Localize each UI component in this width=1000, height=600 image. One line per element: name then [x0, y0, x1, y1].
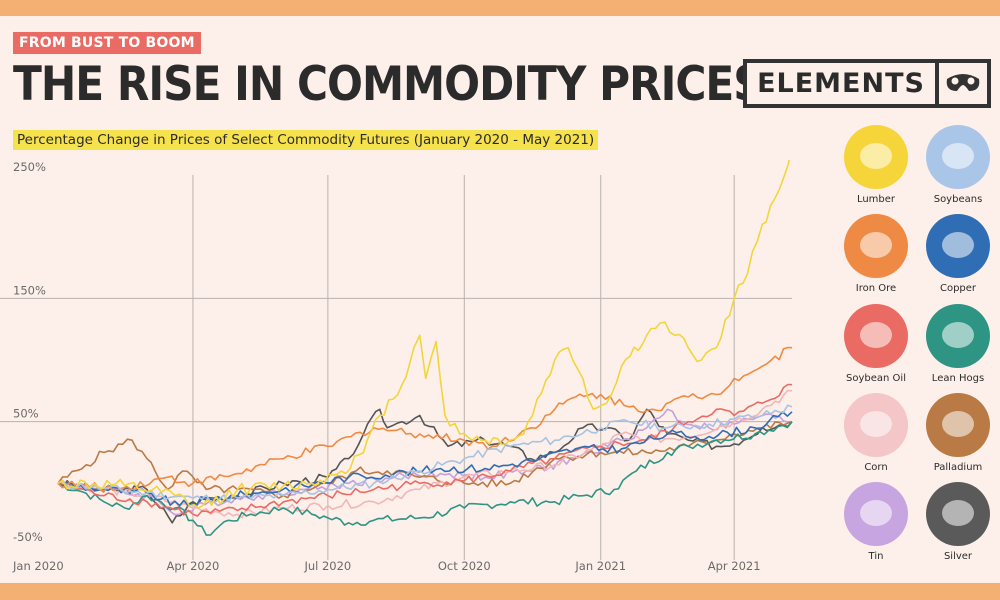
series-line-soybean-oil: [57, 383, 793, 517]
legend-label: Iron Ore: [855, 283, 897, 294]
legend-label: Soybean Oil: [846, 373, 906, 384]
legend-icon-shape: [860, 143, 892, 169]
soybean-oil-icon: [844, 304, 908, 368]
legend-icon-shape: [860, 411, 892, 437]
legend-item-iron-ore: Iron Ore: [836, 214, 916, 294]
legend-icon-shape: [860, 322, 892, 348]
y-tick-label: 250%: [13, 160, 46, 174]
mask-icon: [935, 63, 987, 104]
brand-logo: ELEMENTS: [743, 59, 991, 108]
x-tick-label: Jul 2020: [303, 559, 351, 573]
legend-label: Lean Hogs: [931, 373, 985, 384]
x-tick-label: Jan 2020: [12, 559, 64, 573]
legend-icon-shape: [860, 232, 892, 258]
iron-ore-icon: [844, 214, 908, 278]
legend-icon-shape: [942, 500, 974, 526]
series-line-tin: [57, 408, 793, 516]
series-line-lumber: [57, 160, 790, 509]
bottom-band: [0, 583, 1000, 600]
header-tag: FROM BUST TO BOOM: [13, 32, 201, 54]
y-tick-label: -50%: [13, 530, 43, 544]
y-tick-label: 50%: [13, 407, 39, 421]
brand-logo-text: ELEMENTS: [757, 68, 925, 99]
series-line-copper: [57, 411, 793, 507]
page-title: THE RISE IN COMMODITY PRICES: [13, 57, 764, 112]
legend-label: Silver: [943, 551, 973, 562]
series-line-corn: [57, 389, 793, 519]
legend-label: Lumber: [856, 194, 896, 205]
series-line-lean-hogs: [57, 421, 793, 536]
corn-icon: [844, 393, 908, 457]
tin-icon: [844, 482, 908, 546]
legend-item-tin: Tin: [836, 482, 916, 562]
legend-icon-shape: [942, 143, 974, 169]
x-tick-label: Apr 2021: [708, 559, 761, 573]
chart-series: [57, 160, 793, 536]
top-band: [0, 0, 1000, 16]
legend-icon-shape: [860, 500, 892, 526]
legend-icon-shape: [942, 411, 974, 437]
series-line-iron-ore: [57, 346, 793, 493]
legend-label: Palladium: [933, 462, 983, 473]
lean-hogs-icon: [926, 304, 990, 368]
series-line-silver: [57, 408, 793, 524]
legend-item-lumber: Lumber: [836, 125, 916, 205]
legend-item-silver: Silver: [918, 482, 998, 562]
legend-item-lean-hogs: Lean Hogs: [918, 304, 998, 384]
legend-label: Soybeans: [933, 194, 983, 205]
chart-ticks: 250% 150% 50% -50% Jan 2020 Apr 2020 Jul 2020 O…: [12, 160, 761, 573]
legend-label: Copper: [939, 283, 977, 294]
soybeans-icon: [926, 125, 990, 189]
palladium-icon: [926, 393, 990, 457]
copper-icon: [926, 214, 990, 278]
legend-item-soybeans: Soybeans: [918, 125, 998, 205]
line-chart: 250% 150% 50% -50% Jan 2020 Apr 2020 Jul 2020 O…: [0, 160, 793, 573]
legend-icon-shape: [942, 232, 974, 258]
legend-label: Corn: [864, 462, 888, 473]
lumber-icon: [844, 125, 908, 189]
y-tick-label: 150%: [13, 283, 46, 297]
legend-item-soybean-oil: Soybean Oil: [836, 304, 916, 384]
legend-item-corn: Corn: [836, 393, 916, 473]
series-line-soybeans: [57, 404, 793, 503]
x-tick-label: Oct 2020: [438, 559, 491, 573]
series-line-palladium: [57, 420, 793, 499]
legend-icon-shape: [942, 322, 974, 348]
chart-subtitle: Percentage Change in Prices of Select Co…: [13, 130, 599, 150]
legend-label: Tin: [868, 551, 884, 562]
legend-item-copper: Copper: [918, 214, 998, 294]
chart-grid: [0, 175, 792, 560]
silver-icon: [926, 482, 990, 546]
x-tick-label: Jan 2021: [574, 559, 626, 573]
legend-item-palladium: Palladium: [918, 393, 998, 473]
x-tick-label: Apr 2020: [167, 559, 220, 573]
